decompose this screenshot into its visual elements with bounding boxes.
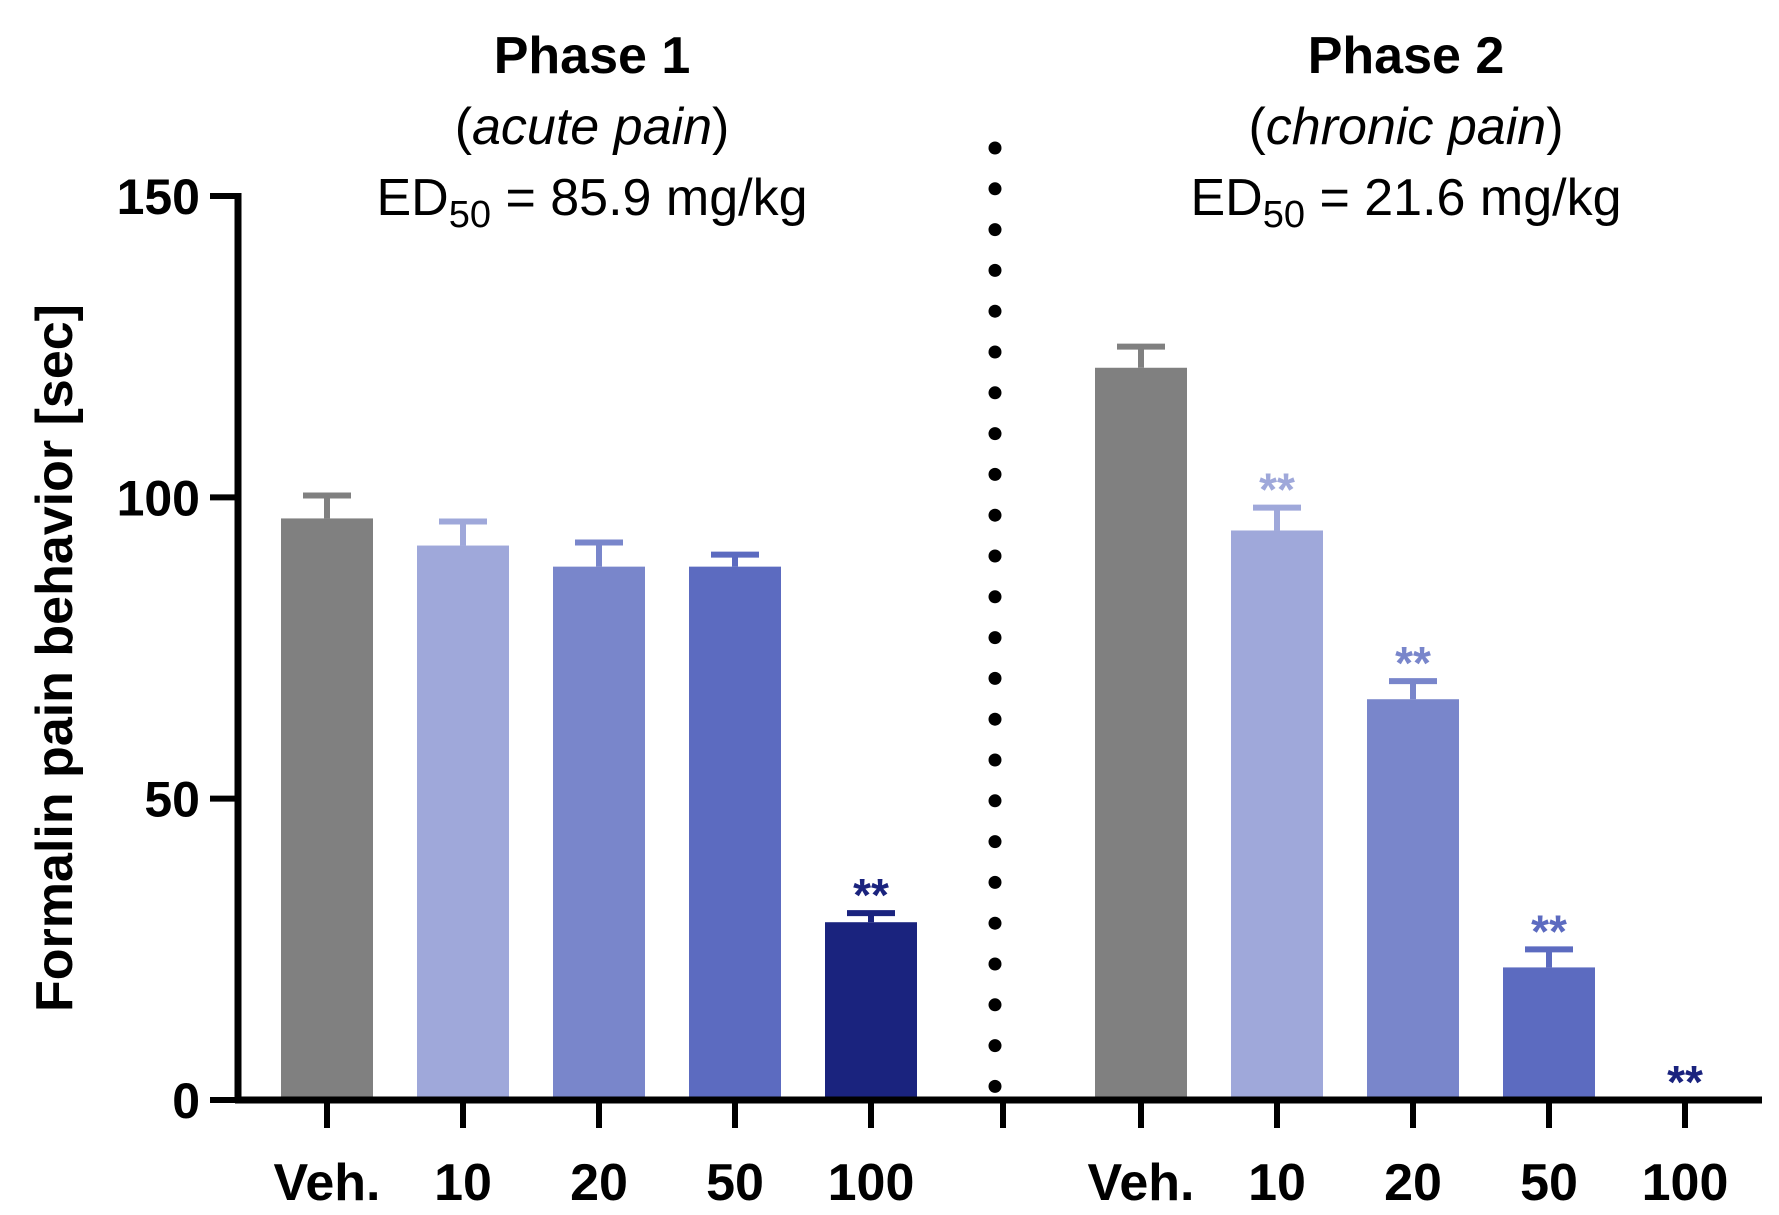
significance-marker: ** — [853, 869, 889, 921]
significance-marker: ** — [1395, 637, 1431, 689]
divider-dot — [988, 753, 1002, 767]
subtitle-open-paren: ( — [455, 98, 473, 156]
y-tick-label: 150 — [117, 169, 200, 225]
y-tick-label: 50 — [144, 772, 200, 828]
divider-dot — [988, 1039, 1002, 1053]
divider-dot — [988, 590, 1002, 604]
x-tick-label: 50 — [1520, 1154, 1578, 1212]
phase-subtitle: (acute pain) — [455, 98, 730, 156]
x-tick-label: Veh. — [274, 1154, 381, 1212]
divider-dot — [988, 549, 1002, 563]
bar-1-20 — [553, 566, 645, 1100]
x-tick-label: 20 — [570, 1154, 628, 1212]
ed50-prefix: ED — [376, 169, 448, 227]
ed50-subscript: 50 — [1263, 194, 1305, 236]
phase-title: Phase 1 — [494, 27, 691, 85]
titles-layer: Phase 1(acute pain)ED50 = 85.9 mg/kgPhas… — [376, 27, 1621, 236]
error-bars-layer — [303, 343, 1573, 968]
bar-1-10 — [417, 545, 509, 1100]
divider-dot — [988, 182, 1002, 196]
x-tick-label: Veh. — [1088, 1154, 1195, 1212]
ed50-value: = 85.9 mg/kg — [491, 169, 808, 227]
subtitle-italic: chronic pain — [1266, 98, 1546, 156]
divider-dot — [988, 916, 1002, 930]
bar-2-50 — [1503, 967, 1595, 1100]
bar-1-Veh — [281, 518, 373, 1100]
divider-dot — [988, 998, 1002, 1012]
divider-dot — [988, 835, 1002, 849]
divider-dot — [988, 345, 1002, 359]
ed50-label: ED50 = 21.6 mg/kg — [1190, 169, 1621, 236]
phase-subtitle: (chronic pain) — [1248, 98, 1563, 156]
ed50-value: = 21.6 mg/kg — [1305, 169, 1622, 227]
divider-dot — [988, 263, 1002, 277]
bar-1-50 — [689, 566, 781, 1100]
divider-dot — [988, 427, 1002, 441]
bars-layer — [281, 367, 1595, 1100]
subtitle-open-paren: ( — [1248, 98, 1266, 156]
y-tick-label: 100 — [117, 470, 200, 526]
phase-divider — [988, 141, 1002, 1093]
bar-2-10 — [1231, 530, 1323, 1100]
x-tick-label: 10 — [434, 1154, 492, 1212]
ed50-label: ED50 = 85.9 mg/kg — [376, 169, 807, 236]
divider-dot — [988, 1079, 1002, 1093]
x-tick-label: 10 — [1248, 1154, 1306, 1212]
divider-dot — [988, 631, 1002, 645]
divider-dot — [988, 141, 1002, 155]
x-tick-label: 100 — [1642, 1154, 1729, 1212]
divider-dot — [988, 875, 1002, 889]
labels-layer: Veh. 10 20 50 100 Veh. 10 20 50 100 0 50 100 150 Forma… — [26, 169, 1728, 1212]
y-axis-title: Formalin pain behavior [sec] — [26, 304, 84, 1012]
y-tick-label: 0 — [172, 1073, 200, 1129]
divider-dot — [988, 386, 1002, 400]
divider-dot — [988, 671, 1002, 685]
significance-layer: ********** — [853, 464, 1703, 1108]
x-tick-label: 50 — [706, 1154, 764, 1212]
divider-dot — [988, 223, 1002, 237]
bar-2-Veh — [1095, 367, 1187, 1100]
axes-layer — [210, 193, 1762, 1128]
divider-dot — [988, 304, 1002, 318]
subtitle-close-paren: ) — [712, 98, 729, 156]
significance-marker: ** — [1259, 464, 1295, 516]
x-tick-label: 20 — [1384, 1154, 1442, 1212]
significance-marker: ** — [1531, 905, 1567, 957]
bar-2-20 — [1367, 699, 1459, 1100]
ed50-prefix: ED — [1190, 169, 1262, 227]
divider-dot — [988, 508, 1002, 522]
subtitle-close-paren: ) — [1546, 98, 1563, 156]
divider-dot — [988, 794, 1002, 808]
x-tick-label: 100 — [828, 1154, 915, 1212]
phase-title: Phase 2 — [1308, 27, 1505, 85]
divider-dot — [988, 957, 1002, 971]
divider-dot — [988, 467, 1002, 481]
subtitle-italic: acute pain — [472, 98, 712, 156]
ed50-subscript: 50 — [449, 194, 491, 236]
divider-dot — [988, 712, 1002, 726]
bar-1-100 — [825, 922, 917, 1100]
